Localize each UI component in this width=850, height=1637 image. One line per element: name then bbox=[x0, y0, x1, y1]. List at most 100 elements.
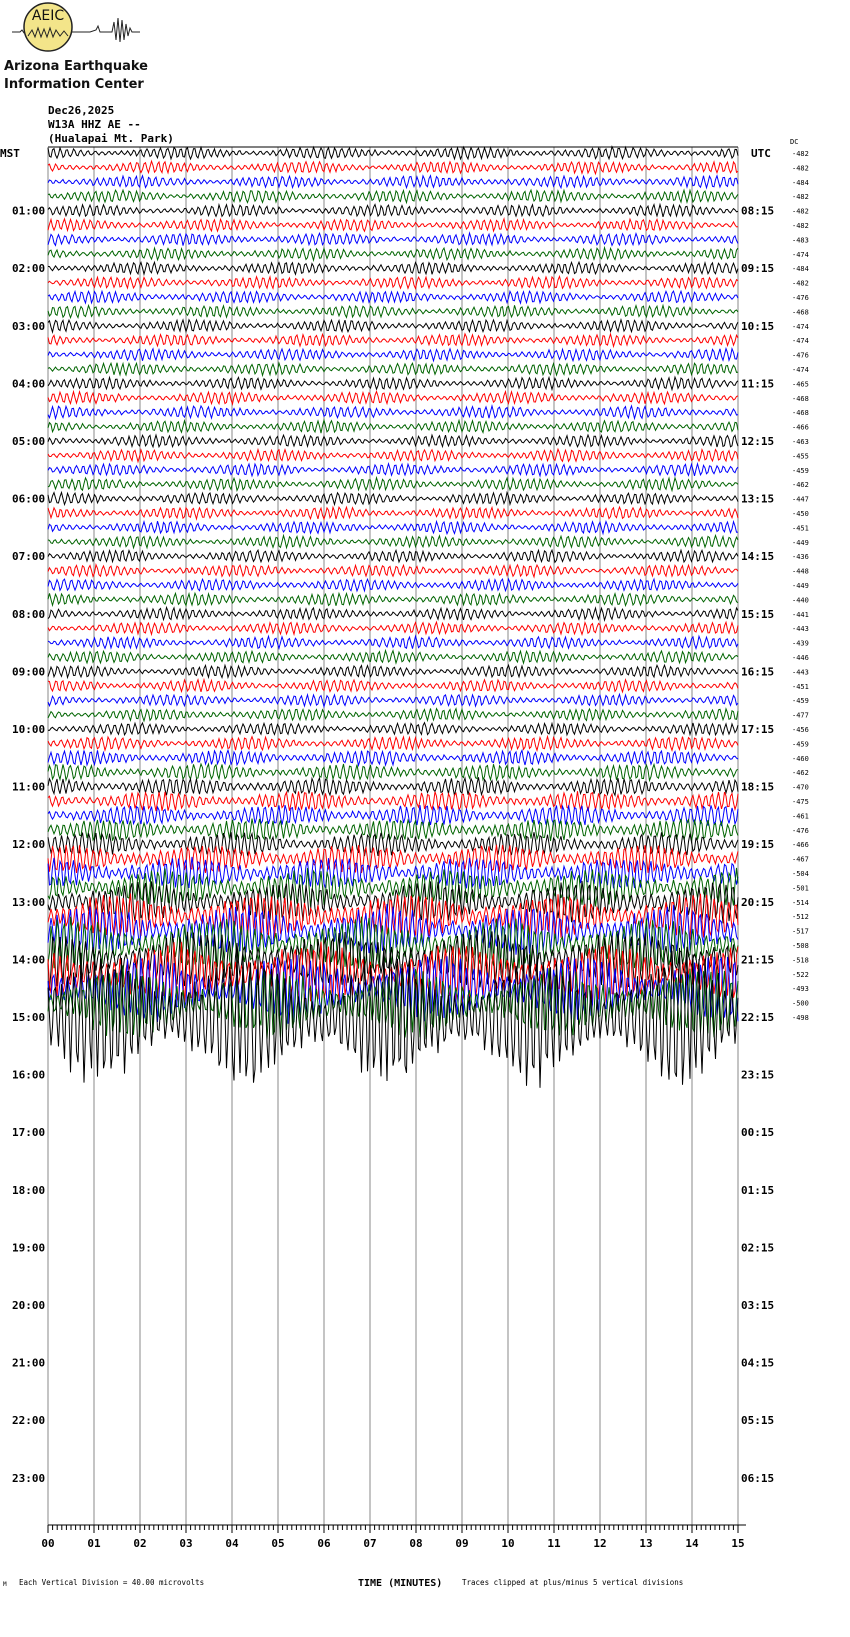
dc-offset-label: -482 bbox=[792, 280, 809, 288]
utc-time-label: 04:15 bbox=[741, 1357, 774, 1370]
mst-time-label: 10:00 bbox=[12, 723, 45, 736]
x-tick-label: 00 bbox=[41, 1537, 54, 1550]
dc-offset-label: -482 bbox=[792, 164, 809, 172]
trace-row bbox=[47, 844, 739, 874]
utc-time-label: 12:15 bbox=[741, 435, 774, 448]
x-tick-label: 03 bbox=[179, 1537, 192, 1550]
utc-time-label: 00:15 bbox=[741, 1126, 774, 1139]
trace-row bbox=[47, 964, 739, 1040]
logo-circle bbox=[23, 2, 73, 52]
trace-row bbox=[47, 605, 739, 623]
trace-row bbox=[47, 346, 739, 363]
dc-offset-label: -439 bbox=[792, 640, 809, 648]
utc-time-label: 03:15 bbox=[741, 1299, 774, 1312]
mst-time-label: 03:00 bbox=[12, 320, 45, 333]
utc-time-label: 14:15 bbox=[741, 550, 774, 563]
trace-row bbox=[47, 945, 739, 1088]
dc-offset-label: -476 bbox=[792, 352, 809, 360]
trace-row bbox=[47, 916, 739, 974]
dc-offset-label: -461 bbox=[792, 812, 809, 820]
dc-offset-label: -436 bbox=[792, 553, 809, 561]
dc-offset-label: -449 bbox=[792, 539, 809, 547]
dc-offset-label: -501 bbox=[792, 884, 809, 892]
trace-row bbox=[47, 762, 739, 783]
trace-row bbox=[47, 260, 739, 277]
trace-row bbox=[47, 620, 739, 637]
trace-row bbox=[47, 475, 739, 493]
mst-time-label: 15:00 bbox=[12, 1011, 45, 1024]
x-tick-label: 01 bbox=[87, 1537, 101, 1550]
utc-time-label: 01:15 bbox=[741, 1184, 774, 1197]
trace-row bbox=[47, 216, 739, 233]
trace-row bbox=[47, 245, 739, 263]
mst-time-label: 06:00 bbox=[12, 493, 45, 506]
utc-time-label: 06:15 bbox=[741, 1472, 774, 1485]
trace-row bbox=[47, 490, 739, 507]
utc-time-label: 17:15 bbox=[741, 723, 774, 736]
mst-time-label: 09:00 bbox=[12, 665, 45, 678]
mst-time-label: 23:00 bbox=[12, 1472, 45, 1485]
utc-time-label: 18:15 bbox=[741, 781, 774, 794]
dc-offset-label: -517 bbox=[792, 928, 809, 936]
dc-offset-label: -466 bbox=[792, 424, 809, 432]
dc-offset-label: -459 bbox=[792, 740, 809, 748]
utc-time-label: 21:15 bbox=[741, 953, 774, 966]
dc-offset-label: -482 bbox=[792, 222, 809, 230]
x-tick-label: 14 bbox=[685, 1537, 699, 1550]
utc-time-label: 16:15 bbox=[741, 665, 774, 678]
dc-offset-label: -467 bbox=[792, 856, 809, 864]
dc-offset-label: -468 bbox=[792, 308, 809, 316]
dc-offset-label: -474 bbox=[792, 323, 809, 331]
dc-offset-label: -498 bbox=[792, 1014, 809, 1022]
dc-offset-label: -500 bbox=[792, 1000, 809, 1008]
dc-offset-label: -451 bbox=[792, 524, 809, 532]
trace-row bbox=[47, 831, 739, 857]
x-tick-label: 15 bbox=[731, 1537, 744, 1550]
dc-offset-label: -508 bbox=[792, 942, 809, 950]
x-tick-label: 06 bbox=[317, 1537, 331, 1550]
trace-row bbox=[47, 202, 739, 218]
trace-row bbox=[47, 461, 739, 478]
trace-row bbox=[47, 174, 739, 190]
mst-time-label: 07:00 bbox=[12, 550, 45, 563]
trace-row bbox=[47, 867, 739, 907]
dc-offset-label: -446 bbox=[792, 654, 809, 662]
dc-offset-label: -459 bbox=[792, 697, 809, 705]
trace-row bbox=[47, 591, 739, 608]
dc-title: DC bbox=[790, 138, 798, 146]
trace-row bbox=[47, 663, 739, 680]
dc-offset-label: -475 bbox=[792, 798, 809, 806]
dc-offset-label: -443 bbox=[792, 625, 809, 633]
x-tick-label: 08 bbox=[409, 1537, 422, 1550]
dc-offset-label: -484 bbox=[792, 179, 809, 187]
trace-row bbox=[47, 519, 739, 536]
mst-time-label: 02:00 bbox=[12, 262, 45, 275]
utc-time-label: 19:15 bbox=[741, 838, 774, 851]
dc-offset-label: -504 bbox=[792, 870, 809, 878]
trace-row bbox=[47, 375, 739, 392]
trace-row bbox=[47, 721, 739, 737]
trace-row bbox=[47, 748, 739, 768]
dc-offset-label: -522 bbox=[792, 971, 809, 979]
dc-offset-label: -459 bbox=[792, 467, 809, 475]
trace-row bbox=[47, 734, 739, 753]
dc-offset-label: -465 bbox=[792, 380, 809, 388]
dc-offset-label: -441 bbox=[792, 611, 809, 619]
station-label: W13A HHZ AE -- bbox=[48, 118, 141, 131]
dc-offset-label: -466 bbox=[792, 841, 809, 849]
x-tick-label: 07 bbox=[363, 1537, 376, 1550]
trace-row bbox=[47, 677, 739, 694]
trace-row bbox=[47, 563, 739, 579]
dc-offset-label: -451 bbox=[792, 683, 809, 691]
x-tick-label: 10 bbox=[501, 1537, 514, 1550]
aeic-logo: AEIC Arizona Earthquake Information Cent… bbox=[4, 2, 148, 92]
corner-mark: M bbox=[3, 1581, 7, 1588]
dc-offset-label: -482 bbox=[792, 150, 809, 158]
logo-line2: Information Center bbox=[4, 77, 144, 92]
trace-row bbox=[47, 790, 739, 812]
logo-circle-wave-icon bbox=[27, 26, 69, 39]
mst-time-label: 08:00 bbox=[12, 608, 45, 621]
utc-time-label: 05:15 bbox=[741, 1414, 774, 1427]
trace-row bbox=[47, 145, 739, 161]
